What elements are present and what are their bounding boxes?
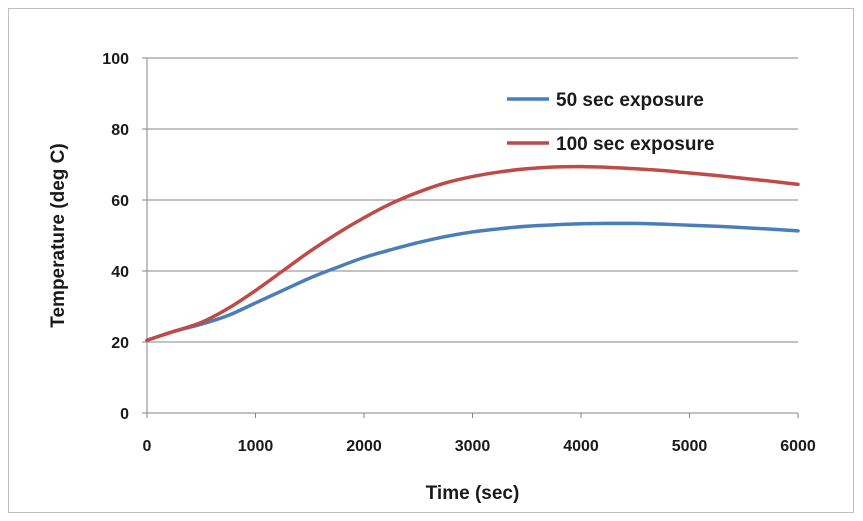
legend-label-1: 100 sec exposure <box>556 134 714 155</box>
chart-frame <box>8 8 854 513</box>
y-tick-label-3: 60 <box>111 193 129 210</box>
gridlines <box>147 57 798 343</box>
y-tick-label-4: 80 <box>111 122 129 139</box>
series-lines <box>145 164 800 342</box>
series-line-0 <box>145 221 800 342</box>
x-tick-label-5: 5000 <box>672 438 708 455</box>
x-axis-ticks: 0 1000 2000 3000 4000 5000 6000 <box>143 413 816 455</box>
x-tick-label-6: 6000 <box>780 438 816 455</box>
x-tick-label-4: 4000 <box>563 438 599 455</box>
x-tick-label-0: 0 <box>143 438 152 455</box>
series-line-1 <box>145 164 800 342</box>
y-axis-ticks: 0 20 40 60 80 100 <box>102 51 147 423</box>
y-axis-title: Temperature (deg C) <box>48 143 69 327</box>
x-tick-label-3: 3000 <box>455 438 491 455</box>
legend: 50 sec exposure 100 sec exposure <box>507 90 714 155</box>
y-tick-label-5: 100 <box>102 51 129 68</box>
x-tick-label-2: 2000 <box>346 438 382 455</box>
legend-label-0: 50 sec exposure <box>556 90 704 111</box>
y-tick-label-2: 40 <box>111 264 129 281</box>
axes <box>146 58 798 414</box>
y-tick-label-1: 20 <box>111 335 129 352</box>
y-tick-label-0: 0 <box>120 406 129 423</box>
x-axis-title: Time (sec) <box>426 483 520 504</box>
x-tick-label-1: 1000 <box>238 438 274 455</box>
